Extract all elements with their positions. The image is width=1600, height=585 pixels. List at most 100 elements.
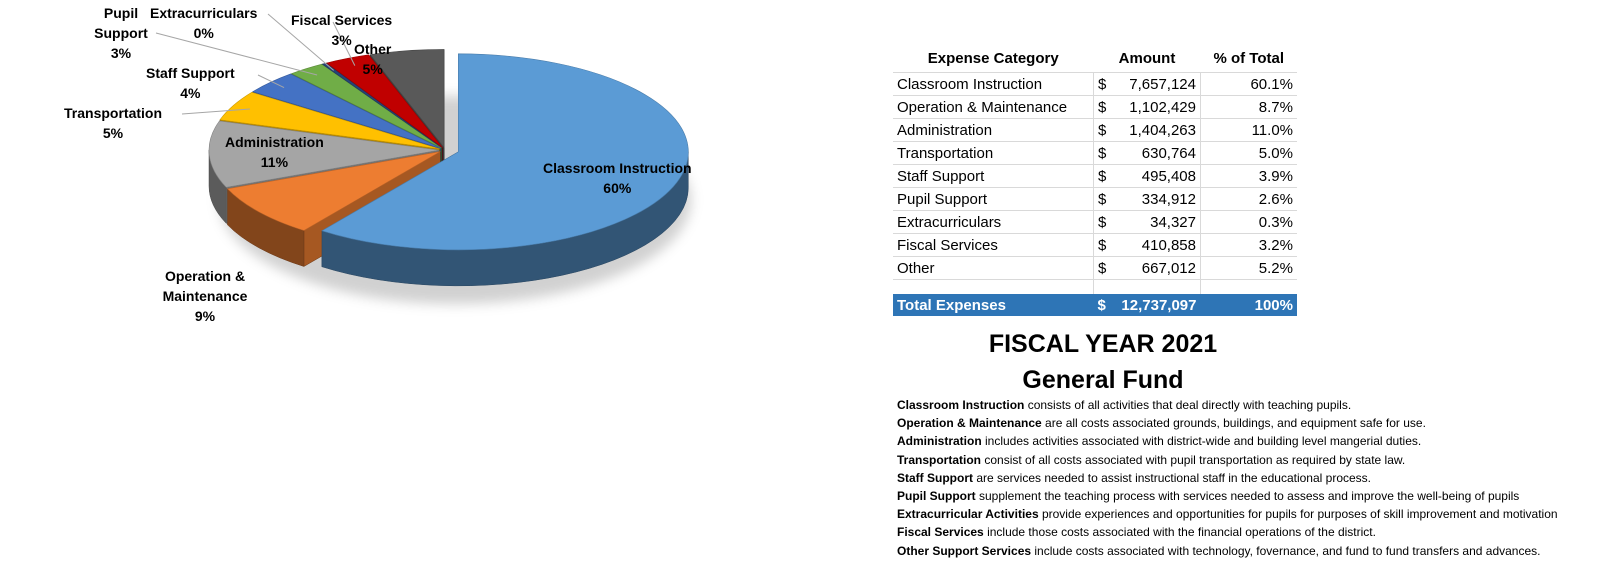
row-currency-symbol: $ (1093, 256, 1116, 280)
pie-chart-svg (155, 13, 691, 304)
definition-item: Fiscal Services include those costs asso… (897, 523, 1597, 541)
definition-term: Fiscal Services (897, 525, 984, 540)
pie-slice (226, 151, 441, 231)
definition-term: Classroom Instruction (897, 398, 1025, 412)
pie-slice (219, 91, 440, 150)
pie-label-percent: 0% (193, 25, 214, 41)
table-row: Other $667,012 5.2% (893, 256, 1297, 280)
row-percent: 60.1% (1200, 72, 1297, 96)
definition-item: Extracurricular Activities provide exper… (897, 505, 1597, 523)
definition-term: Pupil Support (897, 489, 976, 504)
pie-slice (208, 120, 440, 188)
pie-label-percent: 4% (180, 85, 201, 101)
row-percent: 8.7% (1200, 95, 1297, 119)
category-definitions: Classroom Instruction consists of all ac… (897, 396, 1597, 560)
row-percent: 5.2% (1200, 256, 1297, 280)
pie-label-name: Administration (225, 134, 324, 150)
definition-text: supplement the teaching process with ser… (975, 489, 1520, 504)
definition-term: Operation & Maintenance (897, 416, 1042, 431)
pie-label-percent: 5% (102, 125, 124, 141)
pie-label: Operation & Maintenance 9% (155, 266, 255, 326)
pie-leader-line (267, 13, 334, 71)
row-category: Staff Support (893, 164, 1094, 188)
pie-label: Administration 11% (225, 132, 324, 172)
row-currency-symbol: $ (1093, 141, 1116, 165)
row-currency-symbol: $ (1093, 72, 1116, 96)
row-amount: 34,327 (1116, 210, 1201, 234)
pie-label: Classroom Instruction 60% (543, 158, 692, 198)
definition-text: are services needed to assist instructio… (973, 470, 1371, 485)
table-row: Pupil Support $334,912 2.6% (893, 187, 1297, 211)
table-spacer-row (893, 279, 1297, 294)
pie-label-name: Other (354, 41, 392, 57)
row-category: Operation & Maintenance (893, 95, 1094, 119)
pie-label-name: Staff Support (146, 65, 235, 81)
pie-label: Transportation 5% (64, 103, 162, 143)
fund-heading: FISCAL YEAR 2021 General Fund (893, 326, 1313, 398)
pie-label: Pupil Support 3% (91, 3, 151, 63)
table-row: Fiscal Services $410,858 3.2% (893, 233, 1297, 257)
total-percent: 100% (1200, 294, 1297, 316)
row-category: Pupil Support (893, 187, 1094, 211)
pie-label-percent: 3% (331, 32, 352, 48)
pie-label-percent: 5% (362, 61, 383, 77)
row-category: Transportation (893, 141, 1094, 165)
pie-slice (369, 49, 445, 149)
definition-text: are all costs associated grounds, buildi… (1041, 416, 1426, 431)
pie-label-name: Classroom Instruction (543, 160, 692, 176)
fiscal-year-title: FISCAL YEAR 2021 (988, 330, 1218, 358)
pie-label-percent: 60% (603, 180, 632, 196)
row-currency-symbol: $ (1093, 233, 1116, 257)
definition-text: consists of all activities that deal dir… (1024, 398, 1352, 412)
header-percent: % of Total (1213, 49, 1285, 67)
row-category: Extracurriculars (893, 210, 1094, 234)
row-currency-symbol: $ (1093, 164, 1116, 188)
definition-item: Pupil Support supplement the teaching pr… (897, 487, 1597, 505)
row-amount: 7,657,124 (1116, 72, 1201, 96)
table-row: Transportation $630,764 5.0% (893, 141, 1297, 165)
pie-chart: Classroom Instruction 60% Operation & Main… (0, 0, 760, 400)
expense-table: Expense Category Amount % of Total Class… (893, 44, 1297, 316)
row-percent: 3.9% (1200, 164, 1297, 188)
row-amount: 667,012 (1116, 256, 1201, 280)
pie-label-name: Transportation (64, 105, 163, 121)
pie-label-name: Operation & Maintenance (162, 268, 248, 304)
table-row: Extracurriculars $34,327 0.3% (893, 210, 1297, 234)
row-currency-symbol: $ (1093, 210, 1116, 234)
total-currency-symbol: $ (1093, 294, 1116, 316)
table-row: Administration $1,404,263 11.0% (893, 118, 1297, 142)
definition-item: Operation & Maintenance are all costs as… (897, 414, 1597, 432)
definition-text: includes activities associated with dist… (981, 434, 1422, 449)
pie-label: Other 5% (354, 39, 391, 79)
row-percent: 11.0% (1200, 118, 1297, 142)
row-percent: 2.6% (1200, 187, 1297, 211)
total-row: Total Expenses $12,737,097 100% (893, 294, 1297, 316)
pie-label: Extracurriculars 0% (150, 3, 257, 43)
fund-title: General Fund (1022, 366, 1184, 394)
definition-item: Transportation consist of all costs asso… (897, 451, 1597, 469)
total-amount: 12,737,097 (1116, 294, 1201, 316)
row-amount: 1,404,263 (1116, 118, 1201, 142)
pie-leader-line (155, 32, 318, 76)
definition-term: Extracurricular Activities (897, 507, 1039, 522)
definition-item: Other Support Services include costs ass… (897, 542, 1597, 560)
row-currency-symbol: $ (1093, 118, 1116, 142)
table-row: Staff Support $495,408 3.9% (893, 164, 1297, 188)
row-category: Fiscal Services (893, 233, 1094, 257)
pie-leader-line (332, 21, 356, 66)
pie-leader-line (257, 74, 285, 89)
header-expense-category: Expense Category (927, 49, 1059, 67)
definition-item: Staff Support are services needed to ass… (897, 469, 1597, 487)
pie-label-percent: 9% (194, 308, 216, 324)
pie-label: Staff Support 4% (146, 63, 235, 103)
header-amount: Amount (1118, 49, 1176, 67)
row-amount: 410,858 (1116, 233, 1201, 257)
pie-slice (321, 53, 689, 251)
expense-table-container: Expense Category Amount % of Total Class… (893, 44, 1313, 316)
row-currency-symbol: $ (1093, 95, 1116, 119)
row-category: Classroom Instruction (893, 72, 1094, 96)
pie-slice (325, 54, 443, 148)
row-percent: 3.2% (1200, 233, 1297, 257)
table-header-row: Expense Category Amount % of Total (893, 44, 1297, 73)
pie-label: Fiscal Services 3% (291, 10, 392, 50)
